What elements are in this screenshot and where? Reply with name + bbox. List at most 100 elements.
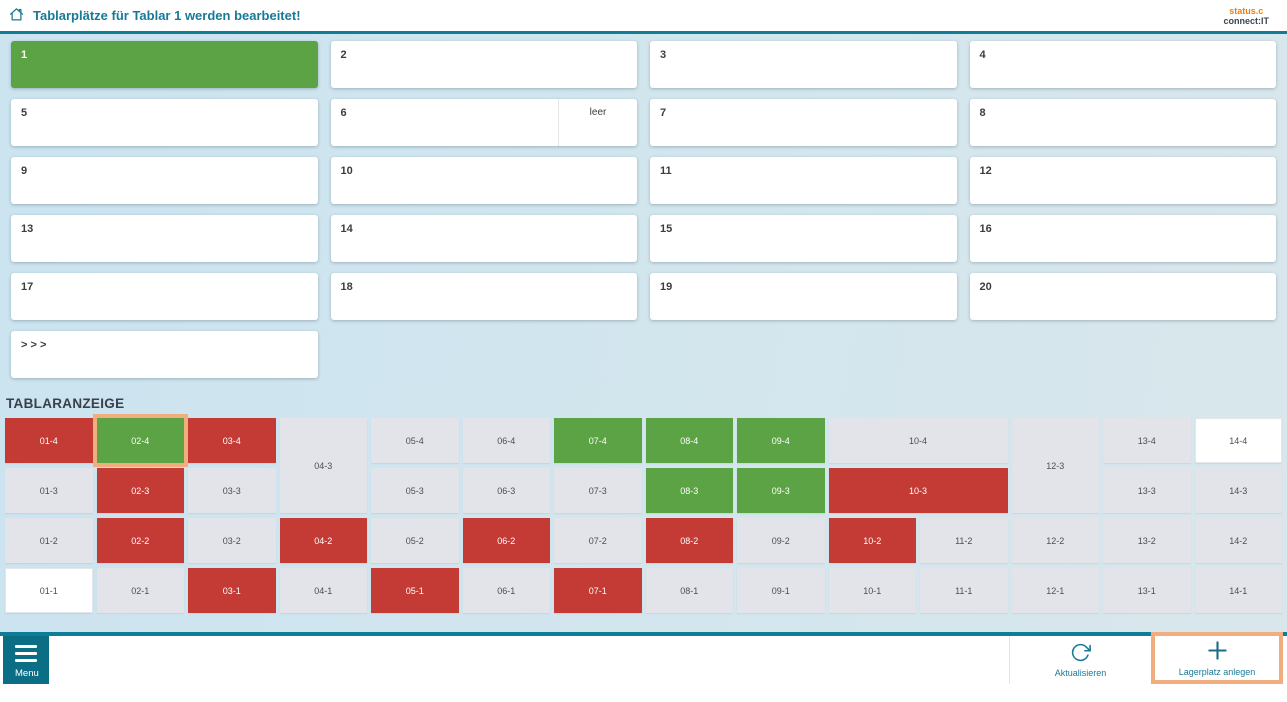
tablar-cell-13-3[interactable]: 13-3: [1103, 468, 1191, 513]
tablar-cell-06-2[interactable]: 06-2: [462, 518, 550, 563]
tray-card-19[interactable]: 19: [650, 273, 957, 320]
tray-card-13[interactable]: 13: [11, 215, 318, 262]
tablar-cell-label: 03-1: [222, 585, 241, 596]
tablar-cell-13-2[interactable]: 13-2: [1103, 518, 1191, 563]
tablar-cell-02-4[interactable]: 02-4: [96, 418, 184, 463]
tablar-cell-01-4[interactable]: 01-4: [5, 418, 93, 463]
tablar-cell-09-1[interactable]: 09-1: [737, 568, 825, 613]
tray-card-2[interactable]: 2: [330, 41, 637, 88]
main-content: 1 2 3 4 5 6 leer 7 8 9 10 11 12 13 14 15 16 17 18 19 20 > > >…: [0, 34, 1287, 632]
tray-card-11[interactable]: 11: [650, 157, 957, 204]
menu-button-label: Menu: [15, 668, 39, 679]
tablar-cell-01-3[interactable]: 01-3: [5, 468, 93, 513]
tray-card-4[interactable]: 4: [969, 41, 1276, 88]
tablar-cell-07-4[interactable]: 07-4: [554, 418, 642, 463]
refresh-button[interactable]: Aktualisieren: [1009, 636, 1151, 684]
tablar-cell-05-3[interactable]: 05-3: [371, 468, 459, 513]
tablar-cell-04-2[interactable]: 04-2: [279, 518, 367, 563]
tablar-cell-13-1[interactable]: 13-1: [1103, 568, 1191, 613]
tray-card-5[interactable]: 5: [11, 99, 318, 146]
tablar-cell-11-1[interactable]: 11-1: [920, 568, 1008, 613]
page-title: Tablarplätze für Tablar 1 werden bearbei…: [33, 8, 301, 23]
tablar-cell-08-2[interactable]: 08-2: [645, 518, 733, 563]
tray-card-20[interactable]: 20: [969, 273, 1276, 320]
tray-card-16[interactable]: 16: [969, 215, 1276, 262]
tablar-cell-03-3[interactable]: 03-3: [188, 468, 276, 513]
tray-card-7[interactable]: 7: [650, 99, 957, 146]
tablar-cell-label: 11-2: [955, 535, 973, 546]
tablar-cell-label: 04-2: [314, 535, 333, 546]
tablar-cell-07-1[interactable]: 07-1: [554, 568, 642, 613]
tray-card-17[interactable]: 17: [11, 273, 318, 320]
tablar-cell-14-4[interactable]: 14-4: [1194, 418, 1282, 463]
tablar-cell-06-4[interactable]: 06-4: [462, 418, 550, 463]
tablar-cell-14-2[interactable]: 14-2: [1194, 518, 1282, 563]
tablar-cell-13-4[interactable]: 13-4: [1103, 418, 1191, 463]
plus-icon: [1206, 639, 1229, 664]
tablar-cell-label: 06-1: [497, 585, 516, 596]
tablar-cell-01-2[interactable]: 01-2: [5, 518, 93, 563]
tablar-cell-label: 07-1: [588, 585, 607, 596]
create-storage-place-button[interactable]: Lagerplatz anlegen: [1151, 632, 1283, 684]
tablar-cell-11-2[interactable]: 11-2: [920, 518, 1008, 563]
tablar-cell-05-2[interactable]: 05-2: [371, 518, 459, 563]
tablar-cell-05-1[interactable]: 05-1: [371, 568, 459, 613]
footer-actions: Aktualisieren Lagerplatz anlegen: [1009, 632, 1287, 684]
tray-card-8[interactable]: 8: [969, 99, 1276, 146]
tray-card-label: 7: [660, 107, 667, 119]
tablar-cell-12-3[interactable]: 12-3: [1011, 418, 1099, 513]
tray-card-label: 2: [340, 49, 347, 61]
tablar-cell-02-2[interactable]: 02-2: [96, 518, 184, 563]
tablar-cell-10-2[interactable]: 10-2: [828, 518, 916, 563]
tray-card-9[interactable]: 9: [11, 157, 318, 204]
menu-button[interactable]: Menu: [3, 636, 49, 684]
tablar-cell-07-2[interactable]: 07-2: [554, 518, 642, 563]
tray-card-12[interactable]: 12: [969, 157, 1276, 204]
tablar-cell-05-4[interactable]: 05-4: [371, 418, 459, 463]
tablar-cell-04-3[interactable]: 04-3: [279, 418, 367, 513]
tray-card-14[interactable]: 14: [330, 215, 637, 262]
tray-card-label: 14: [340, 223, 353, 235]
tablar-cell-02-1[interactable]: 02-1: [96, 568, 184, 613]
tablar-cell-12-2[interactable]: 12-2: [1011, 518, 1099, 563]
tray-card-10[interactable]: 10: [330, 157, 637, 204]
tablar-cell-label: 04-1: [314, 585, 333, 596]
home-button[interactable]: [9, 7, 24, 25]
tablar-cell-14-3[interactable]: 14-3: [1194, 468, 1282, 513]
tablar-cell-06-1[interactable]: 06-1: [462, 568, 550, 613]
tablar-cell-08-4[interactable]: 08-4: [645, 418, 733, 463]
tray-card-3[interactable]: 3: [650, 41, 957, 88]
tray-card-more[interactable]: > > >: [11, 331, 318, 378]
tablar-cell-09-4[interactable]: 09-4: [737, 418, 825, 463]
tablar-cell-10-4[interactable]: 10-4: [828, 418, 1008, 463]
tablar-cell-01-1[interactable]: 01-1: [5, 568, 93, 613]
tablar-cell-label: 02-1: [131, 585, 150, 596]
tablar-cell-label: 12-2: [1046, 535, 1065, 546]
brand-logo-line2: connect:IT: [1223, 15, 1269, 26]
tablar-cell-07-3[interactable]: 07-3: [554, 468, 642, 513]
tray-card-18[interactable]: 18: [330, 273, 637, 320]
tablar-cell-06-3[interactable]: 06-3: [462, 468, 550, 513]
tablar-cell-04-1[interactable]: 04-1: [279, 568, 367, 613]
tablar-cell-09-3[interactable]: 09-3: [737, 468, 825, 513]
tray-card-15[interactable]: 15: [650, 215, 957, 262]
tablar-cell-08-3[interactable]: 08-3: [645, 468, 733, 513]
tablar-cell-label: 06-3: [497, 485, 516, 496]
tablar-cell-10-1[interactable]: 10-1: [828, 568, 916, 613]
tray-card-1[interactable]: 1: [11, 41, 318, 88]
tray-card-label: 15: [660, 223, 673, 235]
tray-card-6[interactable]: 6 leer: [330, 99, 637, 146]
tray-slot-label: leer: [589, 107, 607, 118]
tablar-cell-08-1[interactable]: 08-1: [645, 568, 733, 613]
tablar-cell-10-3[interactable]: 10-3: [828, 468, 1008, 513]
tray-card-label: 3: [660, 49, 667, 61]
tablar-cell-03-4[interactable]: 03-4: [188, 418, 276, 463]
tablar-cell-02-3[interactable]: 02-3: [96, 468, 184, 513]
tablar-cell-03-1[interactable]: 03-1: [188, 568, 276, 613]
tray-card-label: 5: [21, 107, 28, 119]
tablar-cell-03-2[interactable]: 03-2: [188, 518, 276, 563]
tablar-cell-09-2[interactable]: 09-2: [737, 518, 825, 563]
tablar-cell-12-1[interactable]: 12-1: [1011, 568, 1099, 613]
tablar-cell-14-1[interactable]: 14-1: [1194, 568, 1282, 613]
tablar-cell-label: 01-2: [39, 535, 58, 546]
